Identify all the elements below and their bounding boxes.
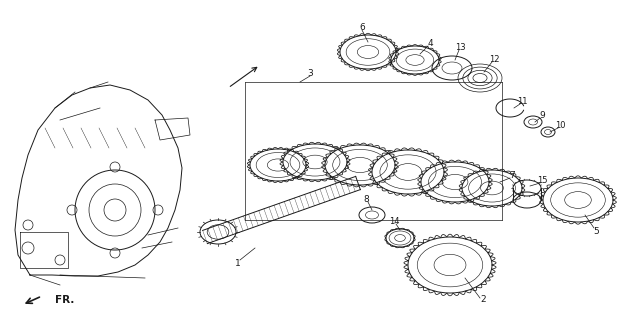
Text: 5: 5 bbox=[593, 227, 599, 236]
Text: 3: 3 bbox=[307, 68, 313, 77]
Text: 4: 4 bbox=[427, 38, 433, 47]
Text: FR.: FR. bbox=[55, 295, 75, 305]
Text: 12: 12 bbox=[489, 54, 499, 63]
Text: 10: 10 bbox=[555, 121, 565, 130]
Text: 14: 14 bbox=[389, 217, 399, 226]
Text: 6: 6 bbox=[359, 22, 365, 31]
Text: 15: 15 bbox=[537, 175, 547, 185]
Text: 7: 7 bbox=[509, 171, 515, 180]
Text: 1: 1 bbox=[235, 259, 241, 268]
Text: 2: 2 bbox=[480, 295, 486, 305]
Text: 13: 13 bbox=[455, 43, 465, 52]
Text: 11: 11 bbox=[517, 97, 527, 106]
Text: 9: 9 bbox=[539, 110, 545, 119]
Text: 8: 8 bbox=[363, 195, 369, 204]
